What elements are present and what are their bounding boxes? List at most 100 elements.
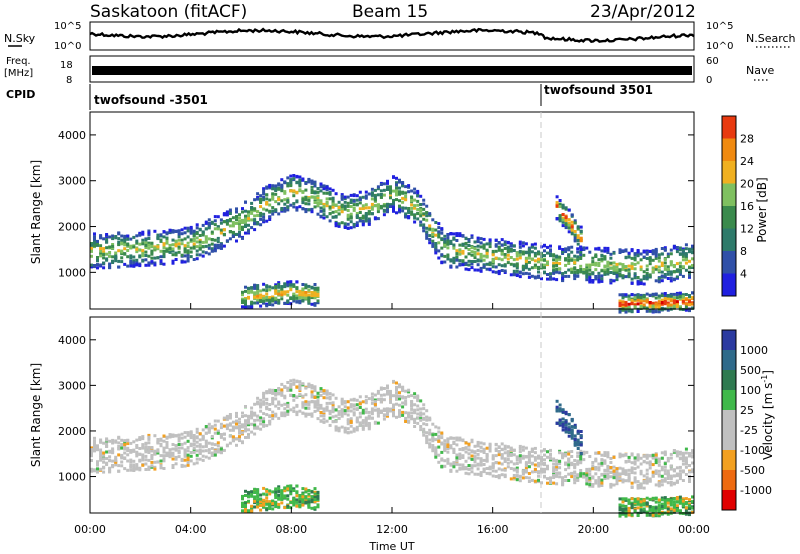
- power-cell: [543, 266, 546, 270]
- velocity-cell: [467, 452, 471, 456]
- power-cell: [244, 231, 247, 235]
- power-cell: [259, 205, 263, 209]
- velocity-cell: [213, 427, 217, 431]
- power-cell: [386, 208, 389, 212]
- velocity-cell: [428, 428, 432, 432]
- power-cell: [307, 284, 311, 288]
- power-cell: [373, 188, 377, 192]
- velocity-cell: [386, 410, 389, 414]
- power-cell: [624, 255, 628, 259]
- power-cell: [458, 259, 462, 263]
- power-cell: [479, 245, 483, 249]
- power-cell: [343, 204, 347, 208]
- power-cell: [259, 217, 263, 221]
- power-cell: [527, 248, 531, 252]
- power-cell: [585, 275, 589, 279]
- nsearch-tick-top: 10^5: [706, 21, 733, 32]
- power-cell: [443, 238, 447, 241]
- velocity-cell: [102, 470, 106, 474]
- velocity-cell: [521, 476, 525, 480]
- power-cell: [446, 246, 450, 250]
- power-cell: [546, 277, 549, 281]
- velocity-cell: [461, 439, 465, 443]
- power-cell: [503, 253, 507, 256]
- power-cell: [355, 216, 359, 219]
- velocity-cell: [449, 446, 453, 450]
- velocity-cell: [491, 464, 495, 468]
- power-cell: [120, 234, 124, 238]
- velocity-cell: [183, 435, 187, 439]
- power-cell: [277, 196, 281, 199]
- velocity-cell: [506, 461, 510, 465]
- velocity-cell: [524, 455, 528, 458]
- velocity-cell: [627, 459, 631, 463]
- power-cell: [132, 261, 136, 265]
- velocity-cell: [585, 470, 589, 474]
- power-cell: [370, 207, 374, 211]
- power-cell: [277, 283, 281, 286]
- velocity-cell: [274, 397, 278, 401]
- velocity-cell: [443, 442, 447, 446]
- velocity-cell: [627, 501, 631, 505]
- velocity-cell: [313, 506, 317, 510]
- velocity-cell: [440, 450, 444, 454]
- velocity-cell: [253, 487, 257, 491]
- power-cell: [660, 261, 664, 265]
- velocity-cell: [636, 506, 640, 510]
- power-cell: [488, 242, 492, 246]
- power-cell: [401, 190, 405, 194]
- power-cell: [177, 235, 181, 239]
- velocity-cell: [461, 454, 465, 458]
- power-cell: [334, 210, 338, 214]
- power-cell: [271, 195, 275, 199]
- power-cell: [669, 260, 673, 264]
- velocity-cell: [419, 425, 423, 428]
- power-cell: [313, 182, 317, 186]
- power-cell: [422, 217, 426, 221]
- power-cell: [524, 256, 528, 260]
- power-cell: [286, 300, 290, 304]
- power-cell: [434, 243, 438, 247]
- velocity-cell: [497, 476, 501, 480]
- power-cell: [316, 187, 320, 191]
- velocity-cell: [361, 400, 365, 404]
- power-cell: [455, 252, 459, 256]
- velocity-cell: [123, 457, 127, 460]
- velocity-cell: [666, 459, 670, 463]
- velocity-cell: [274, 489, 278, 493]
- velocity-cell: [280, 412, 284, 416]
- freq-unit: [MHz]: [4, 68, 33, 79]
- power-cell: [289, 174, 293, 178]
- velocity-cell: [319, 411, 323, 414]
- power-cell: [295, 280, 299, 284]
- velocity-cell: [485, 446, 489, 450]
- power-cell: [186, 251, 190, 255]
- velocity-cell: [204, 444, 208, 448]
- power-cell: [446, 254, 450, 258]
- velocity-cell: [509, 446, 513, 450]
- velocity-cell: [537, 478, 540, 482]
- power-cell: [328, 187, 332, 191]
- power-cell: [455, 232, 459, 236]
- velocity-cell: [364, 407, 368, 411]
- power-cell: [231, 230, 235, 234]
- power-cell: [398, 204, 401, 208]
- velocity-cell: [512, 474, 516, 477]
- power-cell: [627, 268, 631, 272]
- velocity-cell: [307, 385, 311, 389]
- velocity-cell: [500, 442, 504, 446]
- velocity-cell: [268, 422, 272, 426]
- velocity-cell: [108, 439, 112, 443]
- power-cell: [123, 236, 127, 240]
- power-cell: [422, 226, 426, 230]
- velocity-cell: [660, 468, 664, 472]
- velocity-cell: [633, 480, 637, 484]
- velocity-cell: [573, 470, 577, 474]
- velocity-cell: [627, 513, 631, 517]
- power-cell: [244, 305, 247, 309]
- velocity-cell: [307, 412, 311, 416]
- velocity-cell: [675, 452, 679, 455]
- velocity-cell: [277, 485, 281, 489]
- velocity-cell: [476, 467, 480, 471]
- power-cell: [283, 198, 287, 202]
